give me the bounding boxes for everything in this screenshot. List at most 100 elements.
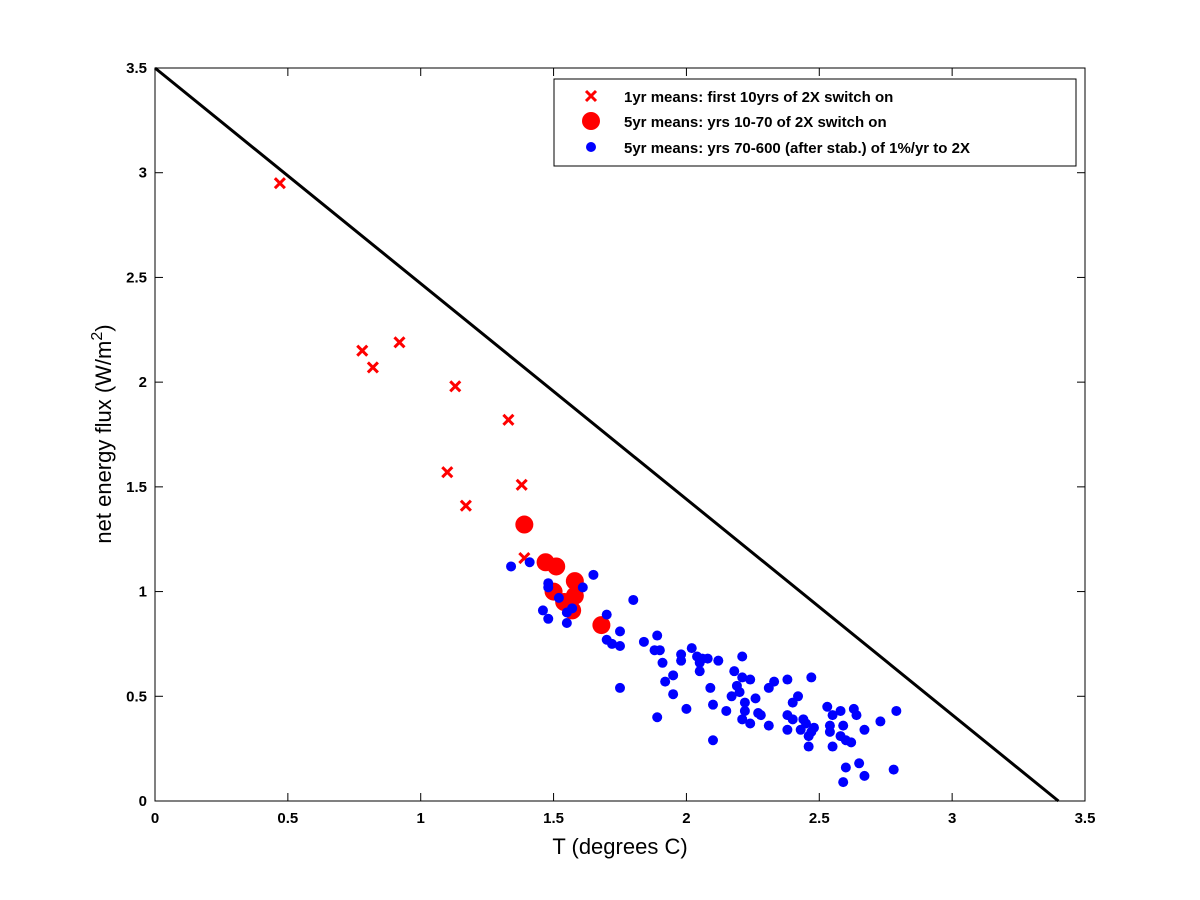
point-5yr-stab: [537, 605, 548, 616]
point-5yr-stab: [729, 666, 740, 677]
point-5yr-stab: [822, 701, 833, 712]
x-tick-label: 1.5: [543, 810, 564, 827]
point-5yr-stab: [734, 687, 745, 698]
point-5yr-stab: [588, 569, 599, 580]
point-5yr-stab: [660, 676, 671, 687]
legend-box: [553, 78, 1077, 167]
point-5yr-stab: [577, 582, 588, 593]
x-axis-label: T (degrees C): [552, 834, 687, 859]
point-5yr-stab: [615, 641, 625, 652]
x-tick-label: 1: [417, 810, 425, 827]
point-5yr-stab: [745, 718, 756, 729]
point-5yr-stab: [888, 764, 899, 775]
point-5yr-stab: [705, 682, 716, 693]
legend-label-5yr-stab: 5yr means: yrs 70-600 (after stab.) of 1…: [624, 140, 970, 157]
point-5yr-stab: [657, 657, 668, 668]
point-5yr-switch: [515, 515, 534, 534]
x-tick-label: 2: [682, 810, 690, 827]
point-5yr-stab: [838, 777, 849, 788]
point-5yr-stab: [851, 710, 862, 721]
y-axis: 0 0.5 1 1.5 2 2.5 3 3.5: [126, 60, 1085, 810]
point-5yr-stab: [891, 705, 902, 716]
point-1yr-switch: [393, 336, 406, 349]
point-1yr-switch: [356, 344, 369, 357]
point-5yr-stab: [838, 720, 849, 731]
point-5yr-stab: [543, 582, 554, 593]
point-5yr-stab: [553, 592, 564, 603]
legend-label-5yr-switch: 5yr means: yrs 10-70 of 2X switch on: [624, 114, 887, 131]
point-5yr-stab: [782, 674, 793, 685]
point-5yr-stab: [750, 693, 761, 704]
point-5yr-switch: [547, 557, 566, 576]
x-tick-label: 0.5: [277, 810, 298, 827]
plot-area: [154, 67, 1086, 802]
point-5yr-stab: [875, 716, 886, 727]
legend-markers: [582, 89, 600, 152]
point-5yr-stab: [737, 651, 748, 662]
y-tick-label: 2: [139, 374, 147, 391]
point-5yr-stab: [676, 649, 687, 660]
point-5yr-stab: [827, 710, 838, 721]
point-5yr-stab: [737, 714, 748, 725]
point-5yr-stab: [803, 741, 814, 752]
point-5yr-stab: [763, 720, 774, 731]
point-5yr-stab: [859, 770, 870, 781]
x-axis: 0 0.5 1 1.5 2 2.5 3 3.5: [151, 68, 1095, 827]
y-tick-label: 1.5: [126, 479, 147, 496]
point-5yr-stab: [824, 726, 835, 737]
x-tick-label: 3: [948, 810, 956, 827]
point-5yr-stab: [567, 603, 578, 614]
x-tick-label: 0: [151, 810, 159, 827]
point-1yr-switch: [515, 478, 528, 491]
y-axis-label: net energy flux (W/m2): [89, 324, 116, 543]
point-1yr-switch: [502, 413, 515, 426]
point-5yr-stab: [745, 674, 756, 685]
point-5yr-stab: [686, 643, 697, 654]
point-5yr-stab: [601, 609, 612, 620]
point-5yr-stab: [721, 705, 732, 716]
point-5yr-stab: [708, 735, 718, 746]
y-tick-label: 0.5: [126, 688, 147, 705]
point-5yr-stab: [713, 655, 724, 666]
legend: 1yr means: first 10yrs of 2X switch on 5…: [553, 78, 1077, 167]
y-tick-label: 3.5: [126, 60, 147, 77]
point-5yr-stab: [793, 691, 804, 702]
point-5yr-stab: [668, 689, 679, 700]
point-5yr-stab: [835, 705, 846, 716]
point-5yr-stab: [787, 714, 798, 725]
y-tick-label: 1: [139, 584, 147, 601]
point-5yr-stab: [652, 630, 663, 641]
point-5yr-stab: [615, 626, 625, 637]
point-5yr-stab: [543, 613, 554, 624]
point-5yr-stab: [859, 724, 870, 735]
point-5yr-switch: [592, 616, 611, 635]
point-5yr-stab: [561, 617, 572, 628]
point-1yr-switch: [449, 380, 462, 393]
reference-line: [154, 66, 1060, 803]
x-tick-label: 2.5: [809, 810, 830, 827]
point-1yr-switch: [441, 466, 454, 479]
y-tick-label: 3: [139, 165, 147, 182]
point-5yr-stab: [638, 636, 649, 647]
point-5yr-stab: [668, 670, 679, 681]
point-5yr-stab: [615, 682, 625, 693]
point-5yr-stab: [524, 557, 535, 568]
point-5yr-stab: [782, 724, 793, 735]
point-5yr-stab: [808, 722, 819, 733]
y-tick-label: 0: [139, 793, 147, 810]
point-5yr-stab: [708, 699, 718, 710]
legend-label-1yr: 1yr means: first 10yrs of 2X switch on: [624, 89, 893, 106]
point-1yr-switch: [366, 361, 379, 374]
point-5yr-stab: [827, 741, 838, 752]
point-5yr-stab: [846, 737, 857, 748]
point-5yr-stab: [739, 697, 750, 708]
point-5yr-stab: [506, 561, 517, 572]
point-5yr-stab: [737, 672, 748, 683]
point-5yr-stab: [607, 638, 618, 649]
point-5yr-stab: [801, 718, 811, 729]
point-5yr-stab: [806, 672, 817, 683]
point-5yr-stab: [694, 666, 705, 677]
legend-marker: [584, 89, 598, 103]
data-points: [273, 177, 902, 788]
